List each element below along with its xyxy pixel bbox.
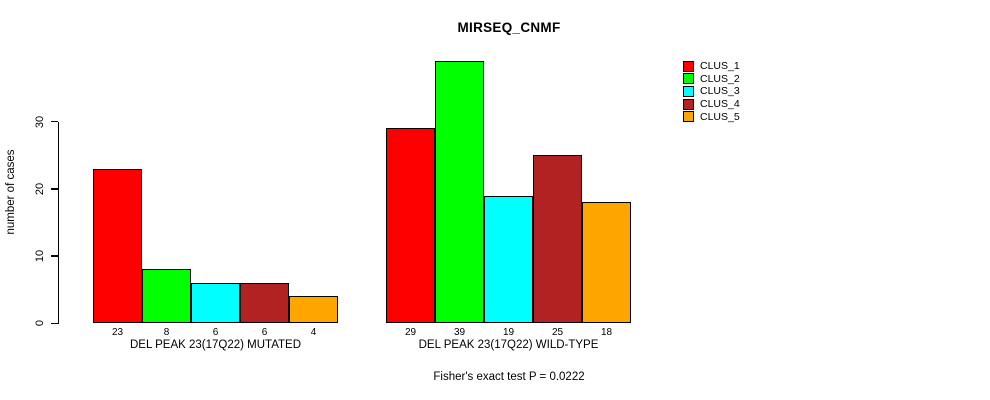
bar <box>191 282 240 323</box>
legend-label: CLUS_2 <box>700 72 740 85</box>
y-axis-tick-label: 20 <box>34 182 46 195</box>
bar-value-label: 6 <box>212 327 219 338</box>
legend-swatch <box>683 98 694 110</box>
bar <box>484 195 533 323</box>
chart-title: MIRSEQ_CNMF <box>457 20 561 35</box>
legend-swatch <box>683 60 694 72</box>
bar <box>142 269 191 323</box>
legend-item: CLUS_4 <box>683 98 740 111</box>
y-axis-tick-label: 10 <box>34 249 46 263</box>
legend-swatch <box>683 73 694 85</box>
y-axis-tick-label: 30 <box>34 115 46 128</box>
bar-value-label: 25 <box>551 327 564 338</box>
legend: CLUS_1 CLUS_2 CLUS_3 CLUS_4 CLUS_5 <box>683 60 740 123</box>
legend-swatch <box>683 85 694 97</box>
legend-label: CLUS_3 <box>700 85 740 98</box>
y-axis-line <box>58 121 60 324</box>
bar-value-label: 39 <box>453 327 466 338</box>
bar-value-label: 19 <box>502 327 515 338</box>
bar <box>93 168 142 323</box>
bar <box>386 128 435 323</box>
y-axis-tick <box>51 322 58 324</box>
bar-value-label: 18 <box>600 327 613 338</box>
y-axis-tick <box>51 121 58 123</box>
fisher-test-annotation: Fisher's exact test P = 0.0222 <box>433 371 585 383</box>
y-axis-tick <box>51 255 58 257</box>
bar <box>289 296 338 323</box>
group-label: DEL PEAK 23(17Q22) WILD-TYPE <box>418 339 599 351</box>
bar-value-label: 4 <box>310 327 317 338</box>
legend-swatch <box>683 111 694 123</box>
legend-item: CLUS_3 <box>683 85 740 98</box>
y-axis-tick-label: 0 <box>34 319 46 327</box>
legend-label: CLUS_1 <box>700 60 740 73</box>
legend-item: CLUS_2 <box>683 73 740 86</box>
legend-item: CLUS_5 <box>683 110 740 123</box>
bar-value-label: 6 <box>261 327 268 338</box>
bar <box>582 202 631 323</box>
bar <box>533 155 582 323</box>
bar-value-label: 29 <box>404 327 417 338</box>
bar-value-label: 23 <box>111 327 124 338</box>
legend-label: CLUS_5 <box>700 110 740 123</box>
group-label: DEL PEAK 23(17Q22) MUTATED <box>129 339 302 351</box>
bar <box>435 61 484 323</box>
bar <box>240 282 289 323</box>
legend-label: CLUS_4 <box>700 98 740 111</box>
bar-value-label: 8 <box>163 327 170 338</box>
y-axis-tick <box>51 188 58 190</box>
legend-item: CLUS_1 <box>683 60 740 73</box>
